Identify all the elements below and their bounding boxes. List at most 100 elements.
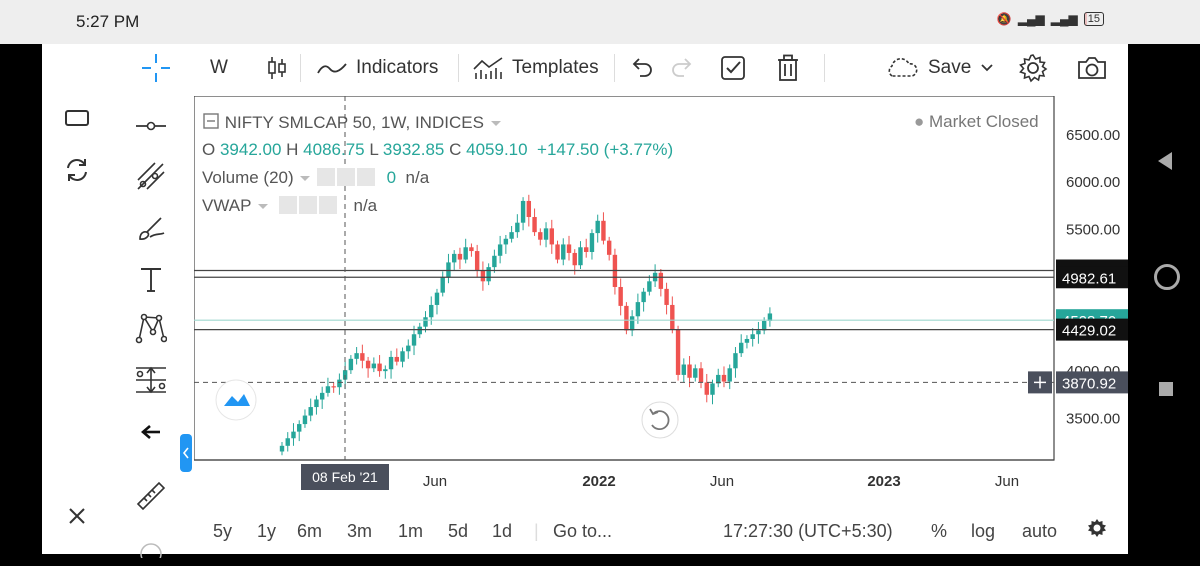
candle <box>555 244 560 260</box>
range-5y[interactable]: 5y <box>213 521 233 541</box>
candle <box>394 356 399 362</box>
candle <box>566 244 572 253</box>
auto-toggle[interactable]: auto <box>1022 521 1058 541</box>
checkbox-icon <box>721 56 745 80</box>
candle <box>429 304 434 318</box>
symbol-row: NIFTY SMLCAP 50, 1W, INDICES <box>202 112 503 133</box>
y-tick-label: 6500.00 <box>1066 127 1120 144</box>
undo-button[interactable] <box>630 54 654 82</box>
candle <box>302 415 308 425</box>
settings-button[interactable] <box>1018 54 1048 83</box>
redo-button[interactable] <box>670 54 694 82</box>
more-tools-button[interactable] <box>131 530 171 566</box>
candle <box>474 251 480 270</box>
candle <box>698 368 704 383</box>
candles-icon <box>268 57 286 79</box>
symbol-title[interactable]: NIFTY SMLCAP 50, 1W, INDICES <box>224 113 484 132</box>
candle <box>543 228 549 240</box>
trash-icon <box>778 54 798 81</box>
candle <box>480 269 486 282</box>
y-tick-label: 5500.00 <box>1066 221 1120 238</box>
templates-button[interactable]: Templates <box>472 54 599 82</box>
percent-toggle[interactable]: % <box>931 521 948 541</box>
measure-tool[interactable] <box>131 362 171 398</box>
candle <box>365 360 371 369</box>
home-circle-icon[interactable] <box>1154 264 1180 290</box>
candle <box>572 252 577 266</box>
screenshot-button[interactable] <box>1076 54 1108 82</box>
range-3m[interactable]: 3m <box>347 521 373 541</box>
scale-settings-button[interactable] <box>1086 517 1108 544</box>
range-1y[interactable]: 1y <box>257 521 277 541</box>
refresh-layout-button[interactable] <box>57 152 97 188</box>
price-chart[interactable]: 6500.006000.005500.005000.004500.004000.… <box>194 96 1128 512</box>
text-t-icon <box>141 268 161 292</box>
interval-button[interactable]: W <box>210 54 228 82</box>
recents-square-icon[interactable] <box>1159 382 1173 396</box>
battery-indicator: 15 <box>1083 12 1104 26</box>
candle <box>549 228 554 245</box>
candle <box>584 247 589 252</box>
goto-button[interactable]: Go to... <box>553 521 613 541</box>
crosshair-date-label: 08 Feb '21 <box>312 469 378 485</box>
candle <box>406 345 411 352</box>
crosshair-tool-button[interactable] <box>140 54 172 82</box>
chart-type-button[interactable] <box>266 54 288 82</box>
candle <box>561 244 566 260</box>
fib-tool[interactable] <box>131 158 171 194</box>
gear-small-icon-2[interactable] <box>299 196 318 214</box>
close-small-icon-2[interactable] <box>319 196 338 214</box>
high-value: 4086.75 <box>303 140 365 159</box>
range-1d[interactable]: 1d <box>492 521 513 541</box>
candle <box>744 338 750 343</box>
log-toggle[interactable]: log <box>971 521 996 541</box>
candle <box>308 407 313 416</box>
eye-icon[interactable] <box>317 168 336 186</box>
text-tool[interactable] <box>131 262 171 298</box>
candle <box>400 351 405 362</box>
undo-icon <box>632 58 652 77</box>
range-6m[interactable]: 6m <box>297 521 323 541</box>
object-tree-button[interactable] <box>720 54 746 82</box>
chevron-down-icon <box>981 64 993 72</box>
volte-signal-icon-2: ▂▄▆ <box>1050 12 1078 26</box>
open-value: 3942.00 <box>219 140 282 159</box>
collapse-square-icon[interactable] <box>202 112 220 130</box>
pitchfork-icon <box>137 162 165 190</box>
eye-icon-2[interactable] <box>279 196 298 214</box>
clock-button[interactable]: 17:27:30 (UTC+5:30) <box>723 521 893 541</box>
collapse-tab[interactable] <box>180 434 192 472</box>
plot-frame <box>194 96 1055 461</box>
brush-tool[interactable] <box>131 210 171 246</box>
pattern-tool[interactable] <box>131 310 171 346</box>
camera-icon <box>1078 57 1106 79</box>
candle <box>452 253 457 263</box>
delete-button[interactable] <box>776 54 800 82</box>
candle <box>624 305 629 331</box>
market-status-label: Market Closed <box>929 112 1039 131</box>
hide-toolbar-button[interactable] <box>131 414 171 450</box>
close-small-icon[interactable] <box>357 168 376 186</box>
candle <box>469 247 474 252</box>
indicators-button[interactable]: Indicators <box>316 54 438 82</box>
cloud-icon <box>888 58 918 77</box>
candle <box>509 232 514 239</box>
back-triangle-icon[interactable] <box>1158 152 1172 170</box>
open-label: O <box>202 140 216 159</box>
reset-chart-button[interactable] <box>641 401 679 439</box>
vwap-label[interactable]: VWAP <box>202 196 252 215</box>
range-5d[interactable]: 5d <box>448 521 469 541</box>
trend-line-tool[interactable] <box>131 108 171 144</box>
gear-small-icon[interactable] <box>337 168 356 186</box>
horizontal-line-icon <box>136 121 166 131</box>
candle <box>297 424 302 432</box>
ruler-tool[interactable] <box>131 478 171 514</box>
close-button[interactable] <box>57 498 97 534</box>
save-button[interactable]: Save <box>884 54 995 82</box>
candle <box>721 374 727 382</box>
reset-icon <box>651 410 670 430</box>
rectangle-layout-button[interactable] <box>57 100 97 136</box>
volume-label[interactable]: Volume (20) <box>202 168 294 187</box>
range-1m[interactable]: 1m <box>398 521 424 541</box>
